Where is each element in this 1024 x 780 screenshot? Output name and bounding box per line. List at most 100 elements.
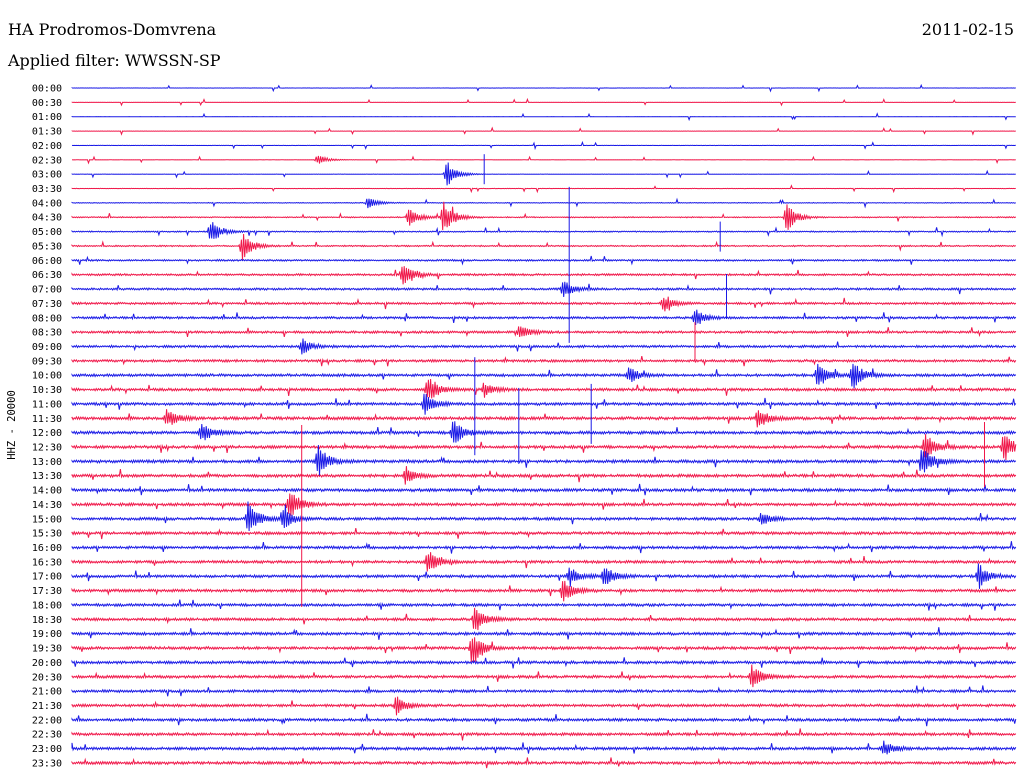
row-time-label: 00:00 — [32, 84, 62, 95]
row-time-label: 17:30 — [32, 586, 62, 597]
row-time-label: 20:00 — [32, 658, 62, 669]
row-time-label: 14:00 — [32, 486, 62, 497]
trace-line-0230 — [71, 155, 1016, 165]
row-time-label: 22:00 — [32, 715, 62, 726]
row-time-label: 18:30 — [32, 615, 62, 626]
row-time-label: 13:00 — [32, 457, 62, 468]
trace-line-1100 — [71, 393, 1017, 415]
trace-line-2100 — [71, 685, 1017, 697]
trace-line-1730 — [71, 580, 1017, 602]
row-time-label: 21:30 — [32, 701, 62, 712]
row-time-label: 20:30 — [32, 672, 62, 683]
row-time-label: 22:30 — [32, 730, 62, 741]
channel-axis-label: HHZ - 20000 — [6, 390, 18, 460]
row-time-label: 05:00 — [32, 227, 62, 238]
row-time-label: 11:00 — [32, 399, 62, 410]
row-time-label: 17:00 — [32, 572, 62, 583]
row-time-label: 21:00 — [32, 687, 62, 698]
trace-line-2300 — [71, 740, 1017, 755]
station-title: HA Prodromos-Domvrena — [8, 20, 217, 39]
trace-line-1830 — [71, 607, 1017, 631]
row-time-label: 19:30 — [32, 644, 62, 655]
row-time-label: 08:30 — [32, 328, 62, 339]
trace-line-0830 — [71, 326, 1017, 338]
trace-line-1200 — [71, 421, 1017, 443]
trace-line-1400 — [71, 483, 1017, 496]
trace-line-1600 — [71, 541, 1017, 554]
row-time-label: 04:30 — [32, 213, 62, 224]
row-time-label: 12:30 — [32, 443, 62, 454]
row-time-label: 14:30 — [32, 500, 62, 511]
trace-line-2330 — [71, 757, 1017, 769]
trace-line-1000 — [71, 363, 1017, 389]
trace-line-1500 — [71, 501, 1017, 532]
trace-line-0100 — [71, 112, 1016, 122]
trace-line-2130 — [71, 696, 1017, 716]
row-time-label: 13:30 — [32, 471, 62, 482]
trace-line-0330 — [71, 184, 1016, 194]
trace-line-2000 — [71, 657, 1017, 669]
trace-line-1530 — [71, 528, 1017, 540]
row-time-label: 04:00 — [32, 198, 62, 209]
row-time-label: 23:30 — [32, 758, 62, 769]
applied-filter-label: Applied filter: WWSSN-SP — [8, 51, 221, 70]
row-time-label: 07:00 — [32, 285, 62, 296]
trace-line-1130 — [71, 409, 1017, 428]
trace-line-2030 — [71, 664, 1017, 688]
trace-line-0930 — [71, 355, 1017, 367]
trace-line-2200 — [71, 713, 1017, 727]
row-time-label: 18:00 — [32, 600, 62, 611]
row-time-label: 19:00 — [32, 629, 62, 640]
trace-line-1430 — [71, 493, 1017, 516]
trace-line-0500 — [71, 222, 1017, 239]
trace-line-1900 — [71, 627, 1017, 640]
trace-line-0300 — [71, 162, 1016, 186]
trace-line-1630 — [71, 552, 1017, 572]
row-time-label: 06:30 — [32, 270, 62, 281]
row-time-label: 15:00 — [32, 514, 62, 525]
trace-line-0400 — [71, 197, 1017, 209]
trace-line-0200 — [71, 140, 1016, 151]
trace-line-0130 — [71, 126, 1016, 136]
row-time-label: 08:00 — [32, 313, 62, 324]
trace-line-0000 — [71, 83, 1016, 93]
row-time-label: 10:30 — [32, 385, 62, 396]
row-time-label: 03:00 — [32, 170, 62, 181]
row-time-label: 05:30 — [32, 241, 62, 252]
row-time-label: 09:30 — [32, 356, 62, 367]
row-time-label: 00:30 — [32, 98, 62, 109]
row-time-label: 12:00 — [32, 428, 62, 439]
row-time-label: 01:30 — [32, 127, 62, 138]
trace-line-0800 — [71, 309, 1017, 326]
trace-line-0900 — [71, 338, 1017, 355]
row-time-label: 03:30 — [32, 184, 62, 195]
row-time-label: 15:30 — [32, 529, 62, 540]
row-time-label: 11:30 — [32, 414, 62, 425]
trace-line-0700 — [71, 281, 1017, 298]
trace-line-0730 — [71, 296, 1017, 312]
trace-line-2230 — [71, 728, 1017, 741]
trace-line-1700 — [71, 563, 1017, 589]
row-time-label: 01:00 — [32, 112, 62, 123]
trace-line-1230 — [71, 434, 1017, 461]
row-time-label: 06:00 — [32, 256, 62, 267]
trace-line-0530 — [71, 233, 1017, 260]
trace-line-1300 — [71, 444, 1017, 476]
trace-line-0630 — [71, 266, 1017, 285]
trace-line-1930 — [71, 637, 1017, 663]
row-time-label: 07:30 — [32, 299, 62, 310]
trace-line-0600 — [71, 255, 1017, 266]
trace-line-0430 — [71, 201, 1017, 231]
row-time-label: 16:30 — [32, 557, 62, 568]
trace-line-1030 — [71, 378, 1017, 399]
row-time-label: 02:30 — [32, 155, 62, 166]
trace-line-0030 — [71, 97, 1016, 107]
row-time-label: 02:00 — [32, 141, 62, 152]
chart-date: 2011-02-15 — [921, 20, 1014, 39]
row-time-label: 09:00 — [32, 342, 62, 353]
row-time-label: 16:00 — [32, 543, 62, 554]
trace-line-1800 — [71, 599, 1017, 611]
row-time-label: 23:00 — [32, 744, 62, 755]
row-time-label: 10:00 — [32, 371, 62, 382]
